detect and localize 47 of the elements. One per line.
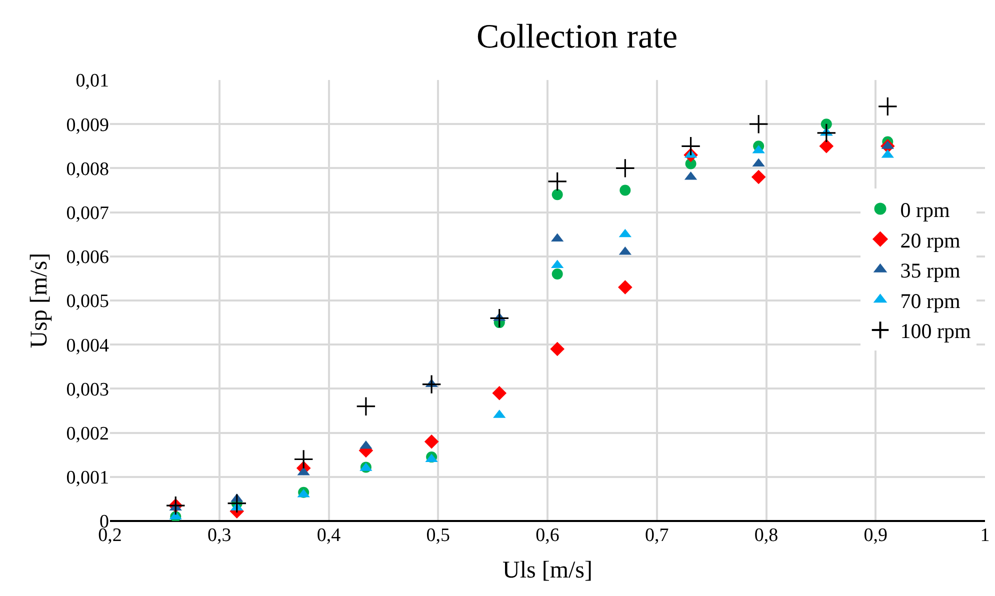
y-tick-label: 0,001 <box>66 468 109 489</box>
chart-title: Collection rate <box>476 18 678 56</box>
y-tick-label: 0,006 <box>66 247 109 268</box>
y-tick-label: 0,002 <box>66 423 109 444</box>
y-tick-label: 0,004 <box>66 335 110 356</box>
point <box>294 449 314 470</box>
x-tick-label: 0,5 <box>426 525 450 546</box>
point <box>550 342 564 356</box>
x-tick-label: 0,3 <box>208 525 232 546</box>
x-axis-title: Uls [m/s] <box>502 557 592 584</box>
x-tick-label: 0,7 <box>645 525 669 546</box>
point <box>878 96 898 116</box>
y-axis-title: Usp [m/s] <box>26 252 52 348</box>
point <box>620 184 631 196</box>
x-tick-label: 0,6 <box>536 525 560 546</box>
point <box>492 386 507 400</box>
y-tick-label: 0,008 <box>66 158 109 180</box>
point <box>618 280 632 294</box>
x-tick-label: 0,8 <box>754 525 778 546</box>
legend-label: 20 rpm <box>900 228 960 252</box>
legend-label: 100 rpm <box>900 319 971 344</box>
point <box>356 396 376 416</box>
legend-label: 70 rpm <box>900 288 960 313</box>
point <box>748 114 768 134</box>
point <box>820 118 832 130</box>
point <box>424 434 439 449</box>
point <box>615 158 636 178</box>
y-tick-label: 0,005 <box>66 291 109 312</box>
point <box>547 172 568 192</box>
x-tick-label: 1 <box>980 525 990 546</box>
point <box>226 493 247 514</box>
legend-label: 0 rpm <box>900 198 950 222</box>
x-tick-label: 0,4 <box>316 525 342 546</box>
y-tick-label: 0,007 <box>66 202 109 224</box>
point <box>422 374 442 394</box>
point <box>552 189 563 200</box>
point <box>751 170 766 184</box>
point <box>816 123 836 143</box>
y-tick-label: 0,003 <box>66 379 109 400</box>
point <box>552 268 563 280</box>
point <box>680 136 701 156</box>
point <box>819 139 834 154</box>
y-tick-label: 0,01 <box>76 70 109 92</box>
y-tick-label: 0,009 <box>66 114 109 136</box>
x-tick-label: 0,9 <box>864 525 888 546</box>
point <box>489 308 510 328</box>
legend-label: 35 rpm <box>900 258 960 283</box>
